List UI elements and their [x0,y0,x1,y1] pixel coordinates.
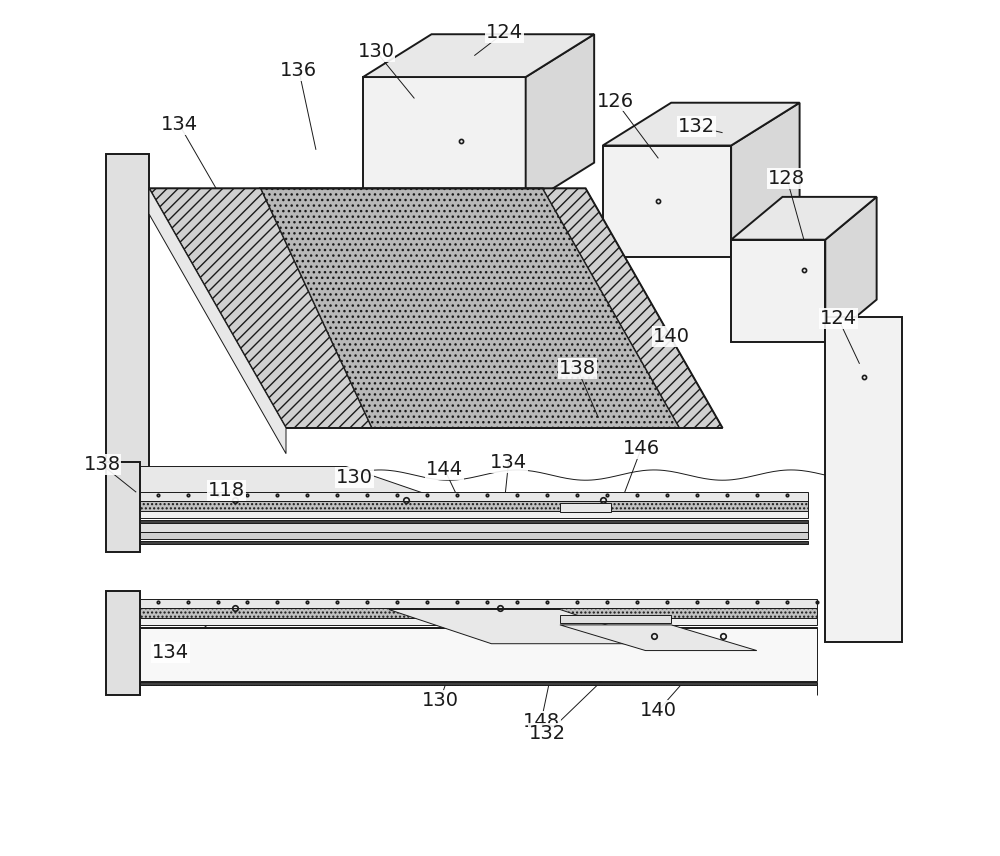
Text: 134: 134 [152,643,189,662]
Polygon shape [526,34,594,205]
Text: 138: 138 [558,359,596,377]
Polygon shape [731,240,825,342]
Text: 130: 130 [422,691,459,710]
Polygon shape [140,511,808,518]
Polygon shape [140,627,817,628]
Polygon shape [363,77,526,205]
Text: 134: 134 [490,453,527,472]
Polygon shape [140,523,808,532]
Text: 128: 128 [768,169,805,187]
Text: 136: 136 [280,61,317,80]
Polygon shape [825,317,902,642]
Polygon shape [543,188,723,428]
Text: 118: 118 [208,481,245,500]
Polygon shape [825,197,877,342]
Polygon shape [140,608,817,618]
Text: 140: 140 [640,701,677,720]
Polygon shape [140,492,808,501]
Polygon shape [140,618,817,625]
Polygon shape [140,520,808,523]
Text: 148: 148 [523,712,560,731]
Polygon shape [149,188,372,428]
Polygon shape [731,197,877,240]
Text: 140: 140 [653,327,690,346]
Polygon shape [140,501,808,511]
Polygon shape [140,541,808,544]
Text: 132: 132 [678,117,715,136]
Text: 130: 130 [357,42,394,61]
Text: 144: 144 [426,460,463,479]
Polygon shape [363,34,594,77]
Polygon shape [149,188,286,454]
Polygon shape [140,628,817,681]
Text: 124: 124 [486,23,523,42]
Polygon shape [560,625,757,651]
Text: 130: 130 [336,468,373,487]
Text: 132: 132 [529,724,566,743]
Text: 134: 134 [160,115,198,134]
Text: 126: 126 [597,92,634,110]
Polygon shape [603,146,731,257]
Polygon shape [106,154,149,479]
Polygon shape [106,591,140,695]
Text: 124: 124 [820,309,857,328]
Text: 146: 146 [623,439,660,458]
Polygon shape [140,467,483,514]
Polygon shape [140,682,817,685]
Polygon shape [389,609,663,644]
Polygon shape [140,532,808,539]
Polygon shape [560,503,611,512]
Polygon shape [603,103,800,146]
Text: 138: 138 [83,455,121,474]
Polygon shape [731,103,800,257]
Polygon shape [560,615,671,623]
Polygon shape [106,462,140,552]
Polygon shape [140,599,817,608]
Polygon shape [260,188,680,428]
